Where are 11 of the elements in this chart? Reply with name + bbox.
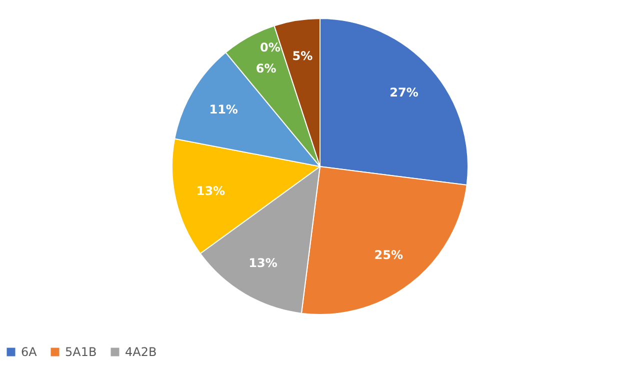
data-label: 13% <box>248 256 278 270</box>
data-label: 27% <box>390 85 418 100</box>
legend-label: 4A2B <box>125 345 157 359</box>
data-label: 13% <box>196 184 226 198</box>
data-label: 5% <box>292 48 313 63</box>
data-label: 6% <box>256 61 276 76</box>
legend-label: 6A <box>21 345 38 359</box>
data-label: 11% <box>209 102 238 116</box>
text: 0% <box>260 40 280 55</box>
data-label: 25% <box>374 248 404 262</box>
legend-label: 5A1B <box>65 345 97 359</box>
